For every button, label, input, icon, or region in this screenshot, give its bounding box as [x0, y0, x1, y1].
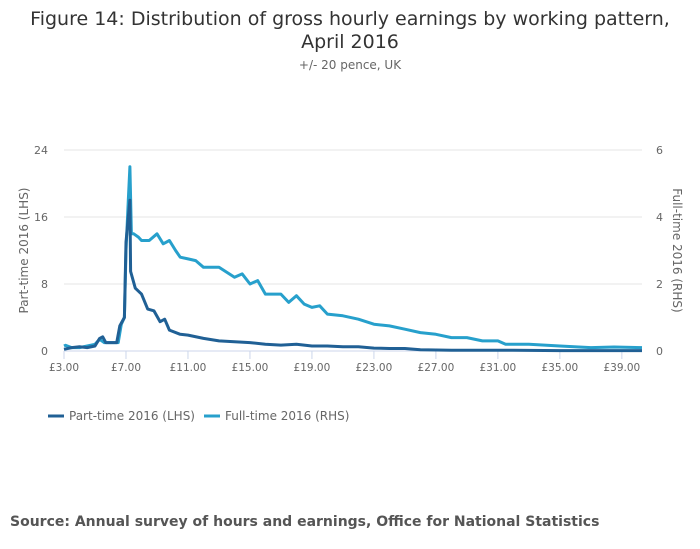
y-tick-label: 16: [34, 211, 48, 224]
chart-title: Figure 14: Distribution of gross hourly …: [30, 8, 670, 53]
y-tick-label: 24: [34, 144, 48, 157]
x-tick-label: £27.00: [418, 362, 455, 374]
series-line: [63, 198, 642, 353]
x-tick-label: £19.00: [294, 362, 331, 374]
legend-item: Part-time 2016 (LHS): [69, 409, 195, 423]
x-tick-label: £15.00: [232, 362, 269, 374]
y-axis-label: Part-time 2016 (LHS): [17, 188, 31, 314]
series-line: [63, 165, 643, 350]
y2-tick-label: 6: [656, 144, 663, 157]
x-tick-label: £35.00: [541, 362, 578, 374]
source-note: Source: Annual survey of hours and earni…: [10, 514, 600, 530]
x-tick-label: £3.00: [49, 362, 79, 374]
chart-subtitle: +/- 20 pence, UK: [298, 58, 402, 72]
y2-tick-label: 2: [656, 278, 663, 291]
x-tick-label: £7.00: [111, 362, 141, 374]
x-tick-label: £31.00: [480, 362, 517, 374]
x-tick-label: £23.00: [356, 362, 393, 374]
y2-tick-label: 4: [656, 211, 663, 224]
x-tick-label: £11.00: [170, 362, 207, 374]
y-tick-label: 0: [41, 345, 48, 358]
y-tick-label: 8: [41, 278, 48, 291]
legend-item: Full-time 2016 (RHS): [225, 409, 349, 423]
y2-axis-label: Full-time 2016 (RHS): [670, 188, 684, 312]
y2-tick-label: 0: [656, 345, 663, 358]
x-tick-label: £39.00: [603, 362, 640, 374]
